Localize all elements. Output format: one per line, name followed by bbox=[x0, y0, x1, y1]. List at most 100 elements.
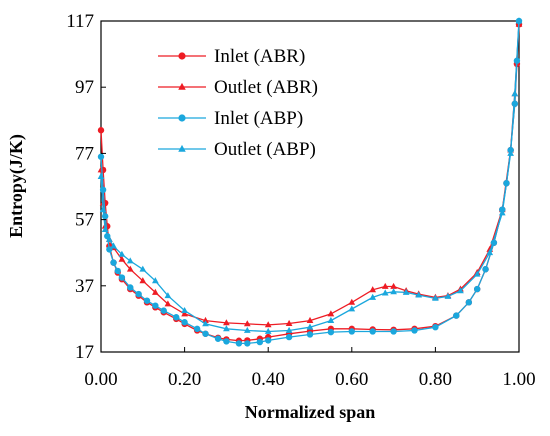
data-point bbox=[402, 288, 410, 295]
data-point bbox=[474, 285, 481, 293]
data-point bbox=[369, 328, 376, 335]
x-tick-label: 0.00 bbox=[84, 369, 117, 390]
legend: Inlet (ABR) Outlet (ABR) Inlet (ABP) Outlet… bbox=[158, 46, 318, 160]
series-line bbox=[100, 20, 520, 345]
data-point bbox=[126, 257, 134, 264]
data-point bbox=[264, 321, 272, 328]
y-tick-label: 37 bbox=[75, 276, 94, 297]
data-point bbox=[101, 225, 109, 232]
data-point bbox=[486, 249, 494, 256]
data-point bbox=[118, 255, 126, 262]
data-point bbox=[244, 340, 251, 347]
data-point bbox=[202, 316, 209, 323]
series-0 bbox=[97, 21, 523, 344]
data-point bbox=[181, 310, 188, 317]
data-point bbox=[97, 172, 105, 180]
y-tick-label: 97 bbox=[75, 77, 94, 98]
data-point bbox=[306, 316, 314, 323]
data-point bbox=[432, 323, 439, 331]
axis-layer: 17 37 57 77 97 117 0.00 0.20 0.40 0.60 0.80 1.00 bbox=[66, 11, 535, 390]
data-point bbox=[110, 242, 117, 249]
data-point bbox=[381, 282, 389, 289]
data-point bbox=[223, 338, 230, 345]
x-axis-title: Normalized span bbox=[245, 402, 376, 422]
data-point bbox=[235, 340, 243, 347]
legend-label: Outlet (ABR) bbox=[214, 77, 318, 98]
data-point bbox=[381, 289, 389, 296]
series-1 bbox=[97, 20, 523, 328]
data-point bbox=[160, 307, 167, 314]
data-point bbox=[202, 320, 209, 327]
plot-frame bbox=[100, 20, 520, 353]
y-axis-title: Entropy(J/K) bbox=[6, 134, 27, 238]
data-point bbox=[97, 127, 105, 134]
data-point bbox=[285, 326, 293, 333]
data-point bbox=[178, 82, 186, 90]
data-point bbox=[118, 274, 126, 281]
data-point bbox=[390, 328, 397, 335]
data-point bbox=[223, 319, 230, 326]
data-point bbox=[97, 153, 105, 160]
data-point bbox=[348, 305, 356, 312]
data-point bbox=[173, 314, 180, 321]
data-point bbox=[256, 338, 264, 346]
data-point bbox=[453, 312, 460, 319]
data-point bbox=[178, 114, 186, 122]
data-point bbox=[243, 320, 251, 327]
data-point bbox=[511, 90, 519, 97]
data-point bbox=[97, 166, 105, 173]
data-point bbox=[152, 302, 159, 309]
series-2 bbox=[97, 17, 523, 347]
data-point bbox=[164, 300, 172, 307]
data-point bbox=[99, 206, 107, 213]
data-point bbox=[181, 306, 188, 314]
data-point bbox=[223, 325, 230, 332]
data-point bbox=[515, 17, 523, 24]
data-point bbox=[265, 337, 272, 344]
series-3 bbox=[97, 17, 523, 334]
y-tick-label: 77 bbox=[75, 143, 94, 164]
data-point bbox=[151, 277, 159, 284]
data-point bbox=[411, 327, 418, 334]
data-point bbox=[118, 250, 126, 257]
legend-label: Inlet (ABR) bbox=[214, 46, 305, 67]
data-point bbox=[390, 288, 397, 295]
data-point bbox=[306, 331, 314, 338]
data-point bbox=[127, 284, 134, 291]
data-point bbox=[135, 290, 142, 298]
legend-entry: Inlet (ABP) bbox=[158, 108, 303, 129]
data-point bbox=[327, 328, 335, 336]
data-point bbox=[151, 288, 159, 295]
x-tick-label: 0.60 bbox=[335, 369, 368, 390]
legend-label: Outlet (ABP) bbox=[214, 139, 316, 160]
data-point bbox=[139, 277, 147, 284]
data-point bbox=[99, 186, 107, 194]
data-point bbox=[110, 259, 117, 266]
data-point bbox=[498, 209, 506, 216]
data-point bbox=[507, 149, 514, 156]
data-point bbox=[457, 287, 464, 294]
data-point bbox=[106, 235, 113, 242]
data-point bbox=[444, 292, 452, 299]
data-point bbox=[348, 328, 355, 335]
data-point bbox=[178, 144, 186, 152]
x-tick-label: 0.20 bbox=[168, 369, 201, 390]
y-tick-label: 57 bbox=[75, 210, 94, 231]
data-point bbox=[202, 330, 209, 337]
x-tick-label: 0.80 bbox=[419, 369, 452, 390]
series-layer bbox=[97, 17, 523, 347]
data-point bbox=[214, 335, 222, 342]
x-tick-label: 1.00 bbox=[502, 369, 535, 390]
data-point bbox=[178, 52, 186, 60]
data-point bbox=[415, 291, 423, 298]
data-point bbox=[390, 282, 397, 289]
data-point bbox=[327, 316, 335, 323]
data-point bbox=[432, 294, 439, 301]
data-point bbox=[143, 297, 151, 304]
x-tick-label: 0.40 bbox=[252, 369, 285, 390]
y-tick-label: 17 bbox=[75, 342, 94, 363]
data-point bbox=[126, 265, 134, 272]
data-point bbox=[264, 327, 272, 334]
data-point bbox=[285, 319, 293, 326]
